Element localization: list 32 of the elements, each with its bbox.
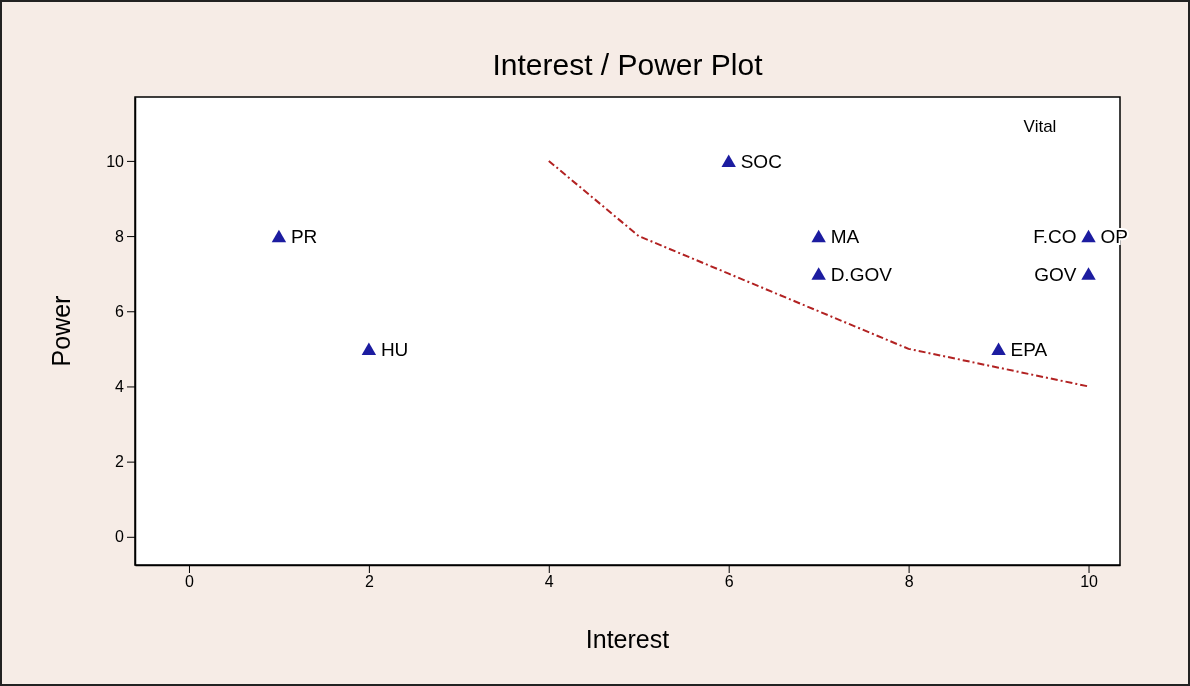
x-tick-label: 4	[544, 573, 554, 591]
point	[1081, 267, 1096, 280]
annotation: SOC	[740, 150, 782, 172]
y-tick-label: 0	[115, 528, 125, 546]
y-axis-title: Power	[47, 295, 75, 367]
point	[991, 342, 1006, 356]
point	[811, 267, 826, 280]
x-axis-title: Interest	[585, 625, 670, 653]
x-tick-label: 6	[724, 573, 734, 591]
point	[361, 342, 377, 356]
y-tick-label: 2	[115, 453, 125, 471]
annotation: F.CO	[1033, 226, 1077, 248]
point	[721, 154, 736, 168]
annotation: HU	[380, 338, 409, 360]
point	[1081, 229, 1096, 243]
annotation: GOV	[1034, 263, 1077, 285]
y-tick-label: 10	[106, 152, 125, 170]
y-tick-label: 8	[115, 227, 125, 245]
x-tick-label: 8	[904, 573, 914, 591]
annotation: Vital	[1023, 117, 1057, 136]
x-tick-label: 2	[364, 573, 374, 591]
x-tick-label: 10	[1080, 573, 1099, 591]
point	[271, 229, 287, 243]
y-tick-label: 6	[115, 302, 125, 320]
x-tick-label: 0	[185, 573, 195, 591]
annotation: MA	[830, 226, 860, 248]
y-tick-label: 4	[115, 378, 125, 396]
annotation: PR	[290, 226, 318, 248]
chart-title: Interest / Power Plot	[492, 48, 764, 81]
point	[811, 229, 826, 243]
annotation: D.GOV	[830, 263, 893, 285]
annotation: EPA	[1010, 338, 1048, 360]
